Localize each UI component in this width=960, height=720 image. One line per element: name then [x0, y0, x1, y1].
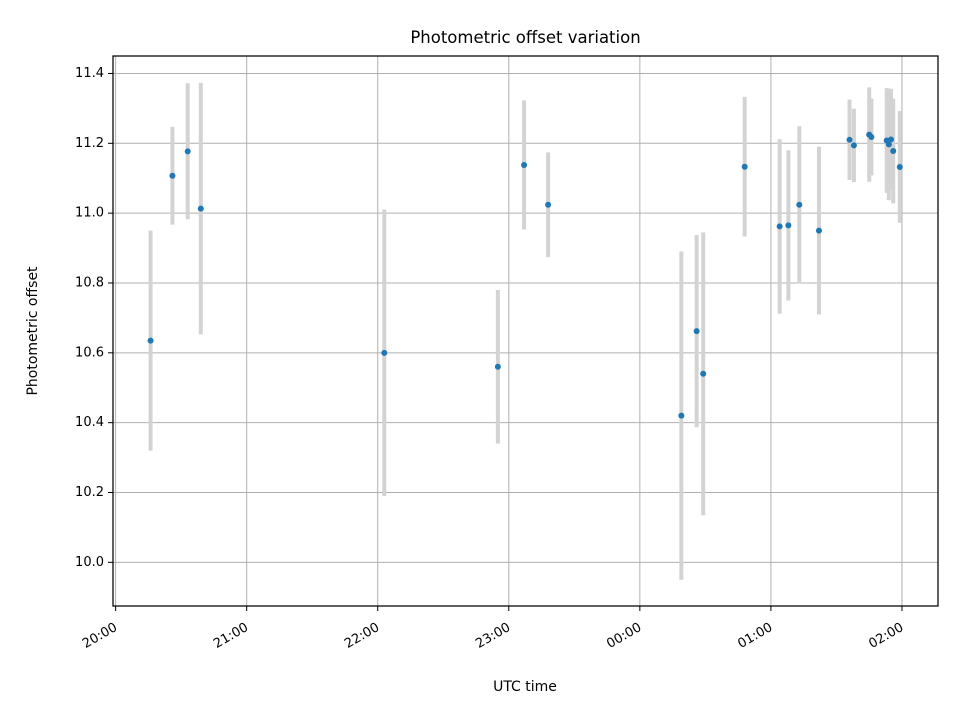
y-tick-label: 10.8 — [75, 275, 104, 290]
data-point — [169, 172, 176, 179]
data-point — [850, 142, 857, 149]
y-tick-label: 10.0 — [75, 555, 104, 570]
data-point — [381, 349, 388, 356]
data-point — [896, 164, 903, 171]
data-point — [776, 223, 783, 230]
y-tick-label: 10.6 — [75, 345, 104, 360]
data-point — [890, 147, 897, 154]
y-tick-label: 11.4 — [75, 66, 104, 81]
data-points — [147, 131, 903, 419]
data-point — [885, 141, 892, 148]
data-point — [147, 337, 154, 344]
data-point — [741, 163, 748, 170]
data-point — [700, 370, 707, 377]
data-point — [846, 136, 853, 143]
data-point — [815, 227, 822, 234]
data-point — [197, 205, 204, 212]
y-tick-label: 10.4 — [75, 415, 104, 430]
data-point — [678, 412, 685, 419]
y-axis: 10.0 10.2 10.4 10.6 10.8 11.0 11.2 11.4 — [75, 66, 113, 570]
data-point — [184, 148, 191, 155]
data-point — [494, 363, 501, 370]
y-axis-label: Photometric offset — [25, 266, 41, 396]
data-point — [521, 161, 528, 168]
chart-title: Photometric offset variation — [410, 28, 640, 47]
data-point — [888, 136, 895, 143]
x-axis-label: UTC time — [493, 679, 557, 695]
data-point — [545, 201, 552, 208]
y-tick-label: 10.2 — [75, 485, 104, 500]
data-point — [785, 222, 792, 229]
data-point — [693, 328, 700, 335]
y-tick-label: 11.2 — [75, 136, 104, 151]
data-point — [796, 201, 803, 208]
data-point — [868, 134, 875, 141]
plot-frame — [112, 55, 939, 607]
y-tick-label: 11.0 — [75, 206, 104, 221]
